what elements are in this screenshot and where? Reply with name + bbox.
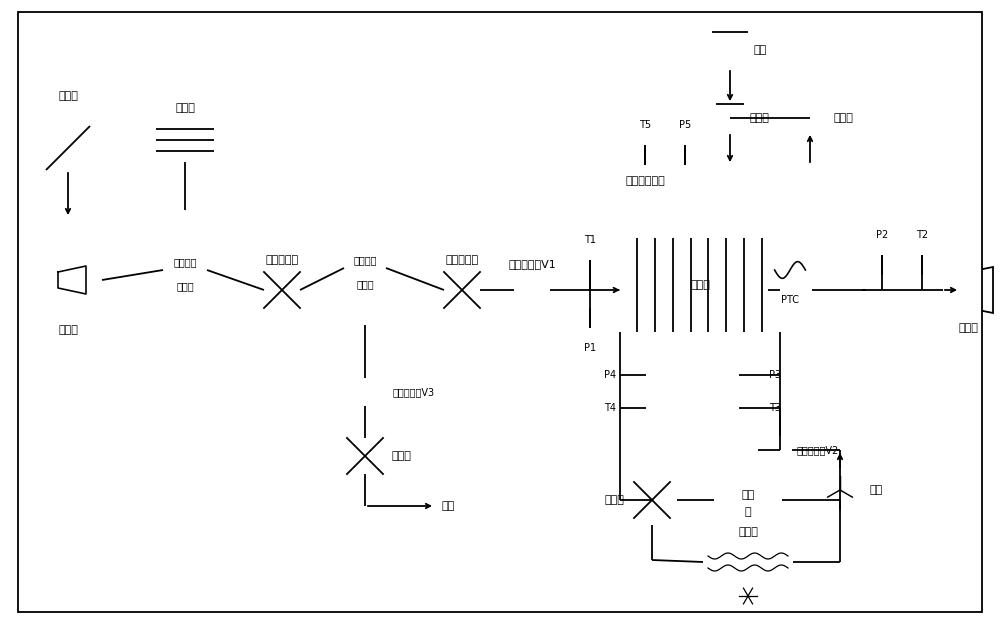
Text: P4: P4 — [604, 370, 616, 380]
Text: 消音器: 消音器 — [958, 323, 978, 333]
Text: 排气阀: 排气阀 — [834, 113, 854, 123]
Polygon shape — [652, 482, 677, 518]
Text: T3: T3 — [769, 403, 781, 413]
Text: 排空: 排空 — [441, 501, 454, 511]
Circle shape — [365, 384, 381, 401]
Bar — [620, 238, 780, 333]
Circle shape — [570, 220, 610, 260]
Text: 第一调节阀: 第一调节阀 — [265, 255, 299, 265]
Text: 三通阀: 三通阀 — [604, 495, 624, 505]
Circle shape — [347, 438, 383, 474]
Polygon shape — [716, 104, 744, 132]
Text: 水泵: 水泵 — [870, 485, 883, 495]
Ellipse shape — [344, 205, 386, 217]
Circle shape — [634, 482, 670, 518]
Bar — [163, 210, 207, 330]
Bar — [618, 165, 866, 385]
Circle shape — [34, 246, 102, 314]
Circle shape — [592, 357, 628, 393]
Text: 旁通阀: 旁通阀 — [391, 451, 411, 461]
Circle shape — [515, 281, 531, 298]
Polygon shape — [796, 118, 824, 136]
Text: 器: 器 — [745, 507, 751, 517]
Polygon shape — [844, 481, 862, 499]
Bar — [758, 436, 792, 464]
Text: P1: P1 — [584, 343, 596, 353]
Text: PTC: PTC — [781, 295, 799, 305]
Ellipse shape — [163, 323, 207, 336]
Bar — [152, 118, 218, 162]
Polygon shape — [347, 431, 383, 456]
Text: 缓冲罐: 缓冲罐 — [176, 281, 194, 291]
Polygon shape — [444, 290, 480, 315]
Polygon shape — [347, 456, 383, 481]
Bar — [348, 378, 382, 406]
Text: 二级调温: 二级调温 — [353, 255, 377, 265]
Text: 空气流量计V2: 空气流量计V2 — [797, 445, 839, 455]
Text: 缓冲罐: 缓冲罐 — [356, 279, 374, 289]
Circle shape — [665, 105, 705, 145]
Circle shape — [757, 357, 793, 393]
Text: T2: T2 — [916, 230, 928, 240]
Bar — [824, 114, 832, 122]
Bar — [344, 211, 386, 326]
Polygon shape — [264, 265, 300, 290]
Circle shape — [759, 442, 775, 459]
Polygon shape — [444, 265, 480, 290]
Bar — [714, 480, 782, 520]
Text: 空气流量计V3: 空气流量计V3 — [393, 387, 435, 397]
Text: 隔热密封装置: 隔热密封装置 — [626, 176, 666, 186]
Circle shape — [768, 248, 812, 292]
Polygon shape — [264, 290, 300, 315]
Text: 第二调节阀: 第二调节阀 — [445, 255, 479, 265]
Circle shape — [570, 328, 610, 368]
Ellipse shape — [163, 203, 207, 217]
Circle shape — [818, 468, 862, 512]
Text: P2: P2 — [876, 230, 888, 240]
Text: T5: T5 — [639, 120, 651, 130]
Text: 制冷机: 制冷机 — [175, 103, 195, 113]
Circle shape — [444, 272, 480, 308]
Text: T1: T1 — [584, 235, 596, 245]
Circle shape — [592, 390, 628, 426]
Circle shape — [775, 442, 791, 459]
Circle shape — [902, 215, 942, 255]
Polygon shape — [796, 100, 824, 118]
Circle shape — [862, 215, 902, 255]
Circle shape — [757, 390, 793, 426]
Circle shape — [625, 105, 665, 145]
Text: T4: T4 — [604, 403, 616, 413]
Polygon shape — [627, 482, 652, 518]
Text: 一级调温: 一级调温 — [173, 257, 197, 267]
Ellipse shape — [344, 319, 386, 331]
Circle shape — [264, 272, 300, 308]
Text: P3: P3 — [769, 370, 781, 380]
Text: 单向阀: 单向阀 — [750, 113, 770, 123]
Text: 加热: 加热 — [741, 490, 755, 500]
Bar — [46, 126, 90, 170]
Text: 气泵: 气泵 — [754, 45, 767, 55]
Bar — [514, 276, 550, 304]
Text: 中冷器: 中冷器 — [690, 280, 710, 290]
Circle shape — [349, 384, 365, 401]
Text: 散热器: 散热器 — [738, 527, 758, 537]
Text: 空压机: 空压机 — [58, 325, 78, 335]
Circle shape — [734, 582, 762, 610]
Polygon shape — [943, 267, 993, 313]
Text: 空气流量计V1: 空气流量计V1 — [508, 259, 556, 269]
Circle shape — [533, 281, 549, 298]
Text: 过滤器: 过滤器 — [58, 91, 78, 101]
Text: P5: P5 — [679, 120, 691, 130]
Bar — [703, 544, 793, 580]
Polygon shape — [712, 32, 748, 68]
